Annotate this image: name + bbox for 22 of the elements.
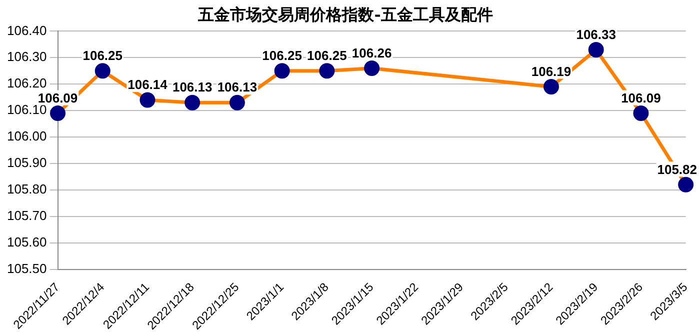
y-tick-label: 106.40 bbox=[6, 22, 47, 38]
y-tick-label: 105.80 bbox=[6, 182, 47, 197]
data-label: 106.25 bbox=[307, 48, 347, 63]
data-label: 106.26 bbox=[352, 45, 392, 60]
data-label: 106.13 bbox=[172, 80, 212, 95]
data-label: 106.19 bbox=[531, 64, 572, 79]
y-tick-label: 105.70 bbox=[6, 208, 47, 224]
chart-title: 五金市场交易周价格指数-五金工具及配件 bbox=[197, 4, 493, 24]
data-label: 106.25 bbox=[262, 48, 302, 63]
y-tick-label: 106.30 bbox=[6, 49, 47, 64]
data-label: 106.09 bbox=[621, 90, 661, 106]
data-label: 106.13 bbox=[217, 80, 258, 95]
y-tick-label: 106.20 bbox=[6, 76, 47, 91]
y-tick-label: 105.60 bbox=[6, 234, 47, 250]
data-label: 106.33 bbox=[576, 26, 616, 42]
y-tick-label: 105.90 bbox=[6, 155, 47, 170]
y-tick-label: 106.00 bbox=[6, 128, 47, 144]
data-label: 105.82 bbox=[657, 162, 698, 177]
y-tick-label: 105.50 bbox=[6, 260, 47, 276]
data-label: 106.09 bbox=[38, 90, 78, 106]
data-label: 106.14 bbox=[128, 77, 168, 92]
data-label: 106.25 bbox=[82, 48, 123, 63]
